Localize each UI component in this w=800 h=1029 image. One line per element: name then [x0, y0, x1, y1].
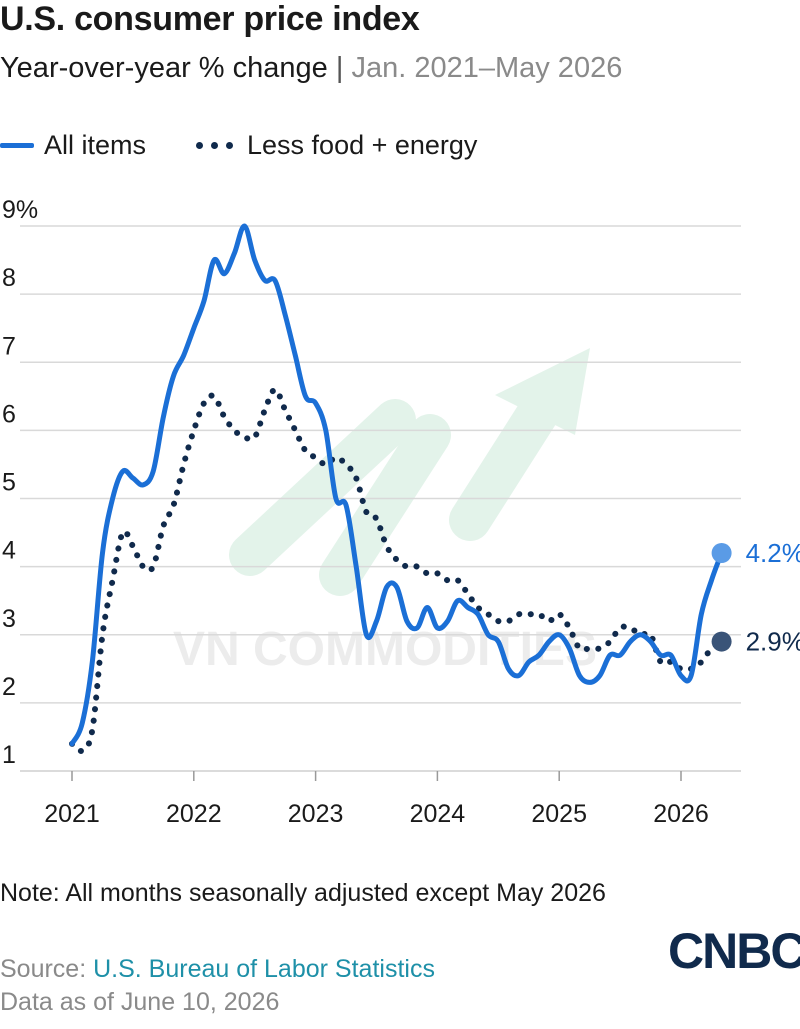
y-tick-label: 3 [2, 605, 16, 633]
subtitle-separator: | [335, 52, 344, 84]
footnote: Note: All months seasonally adjusted exc… [0, 879, 606, 907]
series-line-core [69, 386, 725, 754]
x-axis: 2021 2022 2023 2024 2025 2026 [44, 771, 709, 828]
y-tick-label: 9% [2, 196, 38, 224]
chart-legend: All items Less food + energy [0, 130, 477, 161]
subtitle-main: Year-over-year % change [0, 52, 328, 84]
y-tick-label: 2 [2, 673, 16, 701]
cnbc-logo: CNBC [668, 923, 800, 979]
watermark-bar-1 [229, 399, 416, 576]
y-tick-label: 1 [2, 741, 16, 769]
y-tick-label: 7 [2, 332, 16, 360]
watermark-arrowhead [495, 348, 590, 435]
y-tick-label: 4 [2, 537, 16, 565]
y-tick-label: 6 [2, 400, 16, 428]
end-marker-core [711, 631, 732, 652]
watermark-bar-3 [449, 389, 561, 541]
legend-label-all-items: All items [44, 130, 147, 160]
watermark: VN COMMODITIES [173, 348, 597, 676]
x-tick-label: 2023 [288, 800, 344, 828]
end-markers: 2.9% 4.2% [711, 538, 800, 657]
chart-subtitle: Year-over-year % change | Jan. 2021–May … [0, 52, 622, 85]
x-tick-label: 2021 [44, 800, 100, 828]
source-line: Source: U.S. Bureau of Labor Statistics [0, 955, 435, 984]
y-axis-labels: 1 2 3 4 5 6 7 8 9% [2, 196, 38, 769]
legend-solid-line-swatch [0, 143, 34, 148]
watermark-text: VN COMMODITIES [173, 623, 597, 676]
y-tick-label: 8 [2, 264, 16, 292]
end-marker-all-items [711, 543, 732, 563]
end-label-all-items: 4.2% [746, 538, 800, 568]
end-label-core: 2.9% [746, 627, 800, 657]
source-prefix: Source: [0, 955, 94, 983]
gridlines [20, 225, 741, 772]
x-tick-label: 2026 [653, 800, 709, 828]
legend-label-core: Less food + energy [247, 130, 478, 160]
y-tick-label: 5 [2, 469, 16, 497]
data-as-of: Data as of June 10, 2026 [0, 988, 280, 1016]
x-tick-label: 2025 [531, 800, 587, 828]
data-series [69, 223, 725, 754]
x-tick-label: 2024 [410, 800, 466, 828]
legend-dotted-line-swatch [196, 142, 234, 149]
subtitle-date-range: Jan. 2021–May 2026 [351, 52, 623, 84]
source-link[interactable]: U.S. Bureau of Labor Statistics [93, 955, 435, 983]
chart-title: U.S. consumer price index [0, 0, 420, 38]
series-line-all-items [69, 223, 725, 747]
x-tick-label: 2022 [166, 800, 222, 828]
